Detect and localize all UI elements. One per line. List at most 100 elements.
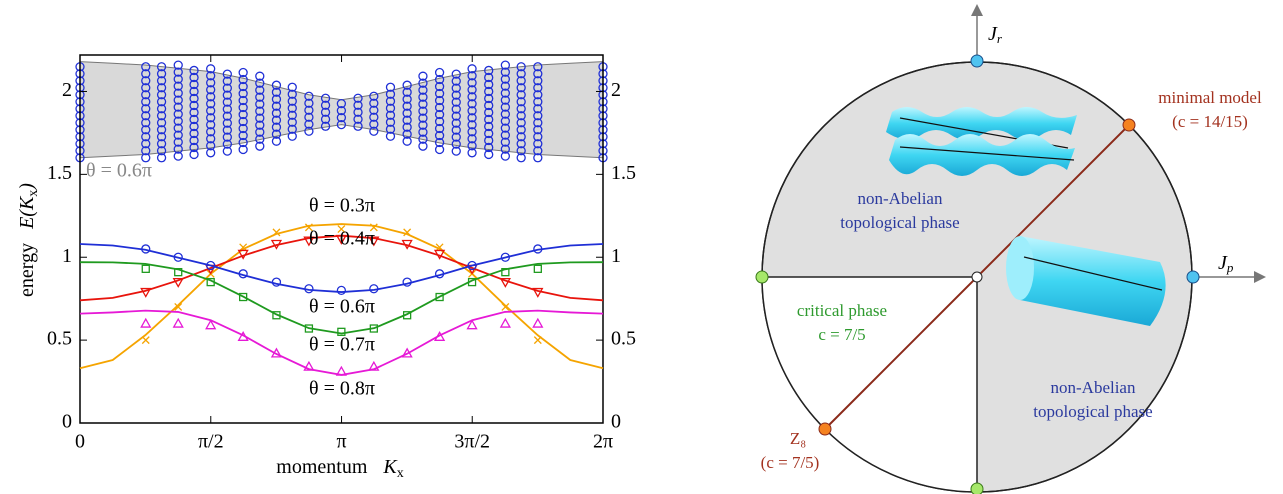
spectrum-point — [255, 85, 265, 95]
spectrum-point — [385, 96, 396, 106]
spectrum-point — [141, 146, 151, 156]
spectrum-point — [156, 97, 167, 107]
spectrum-point — [500, 137, 511, 147]
spectrum-point — [222, 104, 232, 114]
marker — [172, 277, 184, 288]
spectrum-point — [173, 130, 183, 140]
marker — [271, 277, 282, 287]
data-point — [304, 324, 314, 333]
spectrum-point — [418, 127, 428, 137]
spectrum-point — [255, 120, 265, 130]
spectrum-point — [402, 136, 412, 146]
marker — [433, 249, 446, 260]
spectrum-point — [516, 90, 526, 100]
spectrum-point — [484, 149, 494, 160]
spectrum-point — [156, 76, 167, 86]
data-point — [336, 285, 347, 296]
spectrum-point — [141, 153, 151, 163]
data-point — [533, 264, 542, 273]
marker — [467, 277, 477, 287]
y-label-sub: x — [26, 190, 41, 197]
x-tick-label: 3π/2 — [454, 431, 490, 453]
spectrum-point — [500, 144, 511, 154]
spectrum-point — [434, 102, 445, 113]
spectrum-point — [500, 130, 511, 140]
data-point — [140, 317, 152, 328]
band-label: θ = 0.6π — [86, 160, 152, 182]
spectrum-point — [451, 104, 461, 114]
data-point — [532, 287, 544, 298]
spectrum-point — [156, 90, 167, 100]
series-label: θ = 0.3π — [309, 195, 375, 217]
marker — [173, 252, 183, 262]
spectrum-column — [304, 91, 314, 136]
data-point — [501, 268, 510, 277]
marker — [304, 324, 314, 333]
spectrum-point — [353, 93, 363, 103]
spectrum-point — [173, 102, 183, 112]
phase-label: non-Abelian — [858, 189, 943, 208]
data-point — [337, 327, 346, 336]
spectrum-point — [484, 107, 494, 118]
spectrum-point — [320, 93, 331, 103]
spectrum-point — [369, 98, 379, 108]
data-point — [467, 260, 477, 271]
spectrum-point — [271, 101, 282, 111]
data-point — [433, 330, 446, 341]
spectrum-point — [222, 139, 232, 149]
marker — [533, 336, 542, 345]
marker — [337, 327, 346, 336]
data-point — [403, 228, 412, 237]
spectrum-point — [500, 81, 511, 91]
axis-symbol: J — [988, 23, 998, 45]
spectrum-point — [434, 67, 445, 78]
spectrum-point — [500, 151, 511, 161]
spectrum-point — [189, 100, 199, 111]
marker — [270, 239, 283, 250]
spectrum-point — [533, 111, 543, 121]
spectrum-point — [402, 94, 412, 104]
spectrum-point — [304, 105, 314, 115]
spectrum-point — [287, 117, 297, 127]
spectrum-point — [484, 128, 494, 139]
spectrum-column — [156, 62, 167, 163]
axis-sub: p — [1226, 260, 1234, 275]
marker — [533, 244, 543, 254]
data-point — [533, 244, 543, 254]
marker — [433, 330, 446, 341]
spectrum-point — [304, 126, 314, 136]
spectrum-point — [353, 107, 363, 117]
spectrum-point — [402, 129, 412, 139]
spectrum-point — [451, 111, 461, 121]
spectrum-point — [141, 97, 151, 107]
spectrum-point — [336, 119, 347, 130]
spectrum-point — [255, 141, 265, 151]
spectrum-point — [255, 99, 265, 109]
y-axis-label: energy E(Kx) — [16, 183, 42, 297]
y-tick-label: 1.5 — [47, 162, 72, 184]
spectrum-point — [173, 95, 183, 105]
data-point — [172, 317, 184, 328]
pole-point — [755, 270, 769, 284]
spectrum-point — [271, 136, 282, 146]
spectrum-column — [320, 93, 331, 131]
spectrum-point — [467, 78, 477, 88]
x-tick-label: 2π — [593, 431, 613, 453]
y-tick-label: 2 — [611, 79, 621, 101]
data-point — [368, 360, 380, 371]
spectrum-point — [336, 105, 347, 116]
spectrum-point — [255, 127, 265, 137]
spectrum-point — [402, 108, 412, 118]
spectrum-point — [173, 151, 183, 161]
spectrum-point — [418, 134, 428, 144]
data-point — [532, 317, 544, 328]
spectrum-column — [206, 64, 216, 158]
data-point — [369, 284, 379, 294]
spectrum-point — [156, 139, 167, 149]
spectrum-point — [402, 101, 412, 111]
spectrum-point — [484, 93, 494, 104]
spectrum-point — [287, 82, 297, 92]
series-label: θ = 0.7π — [309, 334, 375, 356]
marker — [239, 292, 248, 302]
